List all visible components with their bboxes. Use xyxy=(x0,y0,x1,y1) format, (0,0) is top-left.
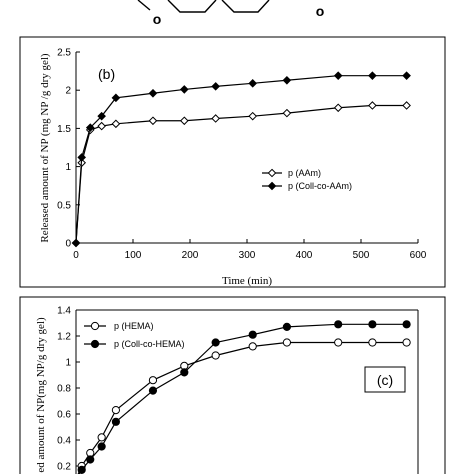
chart-b-ytick-label: 2.5 xyxy=(57,48,71,59)
chart-b-point xyxy=(282,108,292,118)
chart-c-ytick-label: 1 xyxy=(65,358,71,369)
chart-b-point xyxy=(282,75,292,85)
chart-c-ytick-label: 1.2 xyxy=(57,332,71,343)
chart-b-xtick-label: 200 xyxy=(182,250,199,261)
chart-c-point xyxy=(282,322,291,331)
chart-b-xtick-label: 500 xyxy=(353,250,370,261)
structure-bond xyxy=(137,0,151,11)
chart-b-point xyxy=(179,85,189,94)
chart-b-point xyxy=(333,103,343,113)
chart-b-ytick-label: 1.5 xyxy=(57,124,71,135)
chart-b-point xyxy=(71,238,81,248)
chart-b-point xyxy=(211,82,220,91)
chart-c-ytick-label: 1.4 xyxy=(57,306,71,317)
chart-b-xtick-label: 100 xyxy=(125,250,142,261)
chart-c-point xyxy=(148,376,158,385)
chart-c-point xyxy=(86,455,95,464)
chart-c-point xyxy=(402,338,411,347)
chart-b-panel-label: (b) xyxy=(98,66,115,82)
chart-c-series-line-1 xyxy=(77,341,407,474)
chart-c-ytick-label: 0.2 xyxy=(57,462,71,473)
chart-c-frame xyxy=(19,296,446,474)
chart-c: 0.2 0.4 0.6 0.8 1 1.2 1.4 ed amount of NP(mg N… xyxy=(19,296,446,474)
chart-b-xtick-label: 0 xyxy=(73,250,79,261)
chart-c-ytick-label: 0.6 xyxy=(57,410,71,421)
structure-atom-o-1: o xyxy=(153,11,162,27)
chart-c-point xyxy=(111,406,121,415)
chart-c-legend-marker xyxy=(90,321,100,331)
chart-b-point xyxy=(97,111,106,121)
chart-b-xlabel: Time (min) xyxy=(222,275,272,287)
structure-ring-1 xyxy=(167,0,217,13)
chart-b-ytick-label: 0 xyxy=(65,239,71,250)
chart-c-point xyxy=(402,320,411,329)
chart-c-point xyxy=(334,338,343,347)
chart-c-point xyxy=(368,320,377,329)
chart-c-point xyxy=(248,342,257,351)
chart-b-legend-marker xyxy=(267,181,277,191)
chart-b-ytick-label: 0.5 xyxy=(57,200,71,211)
chart-b-frame xyxy=(19,36,446,288)
structure-fragment: o o xyxy=(137,0,325,27)
chart-b-legend-label: p (AAm) xyxy=(288,168,321,178)
chart-c-point xyxy=(368,338,377,347)
chart-b-point xyxy=(248,79,258,88)
chart-b-point xyxy=(333,71,343,80)
chart-c-point xyxy=(97,433,106,442)
chart-c-panel-label-box xyxy=(364,366,406,393)
chart-b-ytick-label: 1 xyxy=(65,162,71,173)
chart-c-point xyxy=(77,465,86,474)
chart-c-point xyxy=(97,442,106,451)
chart-b-point xyxy=(97,121,106,131)
chart-b-series-line-2 xyxy=(75,75,407,244)
chart-c-ylabel: ed amount of NP(mg NP/g dry gel) xyxy=(35,317,47,473)
chart-c-legend-label: p (HEMA) xyxy=(114,321,154,331)
chart-c-point xyxy=(211,351,220,360)
chart-b-point xyxy=(402,71,411,80)
chart-b-xtick-label: 300 xyxy=(239,250,256,261)
chart-c-point xyxy=(211,338,220,347)
chart-c-legend-label: p (Coll-co-HEMA) xyxy=(114,339,185,349)
chart-b-point xyxy=(248,111,258,121)
chart-b-point xyxy=(211,114,220,123)
chart-b-point xyxy=(368,71,377,80)
chart-b-point xyxy=(148,116,158,126)
chart-b-point xyxy=(148,88,158,98)
chart-b: 0 0.5 1 1.5 2 2.5 0 100 200 300 400 500 600 (b) Tim… xyxy=(19,36,446,288)
chart-c-point xyxy=(248,330,257,339)
chart-c-ytick-label: 0.8 xyxy=(57,384,71,395)
chart-c-point xyxy=(334,320,343,329)
chart-b-legend-label: p (Coll-co-AAm) xyxy=(288,181,352,191)
chart-b-ylabel: Released amount of NP (mg NP /g dry gel) xyxy=(39,53,51,243)
chart-b-series-line-1 xyxy=(75,104,407,244)
chart-b-point xyxy=(368,101,377,110)
chart-b-point xyxy=(179,116,189,126)
chart-c-point xyxy=(282,338,291,347)
chart-b-legend-marker xyxy=(267,168,277,178)
chart-b-point xyxy=(85,123,95,132)
chart-c-point xyxy=(111,417,121,426)
chart-c-point xyxy=(148,386,158,395)
chart-b-xtick-label: 600 xyxy=(410,250,427,261)
chart-c-point xyxy=(180,368,189,377)
chart-b-xtick-label: 400 xyxy=(296,250,313,261)
chart-b-point xyxy=(111,119,121,129)
chart-c-legend-marker xyxy=(90,339,100,349)
chart-b-point xyxy=(402,101,411,110)
structure-ring-2 xyxy=(221,0,270,13)
chart-c-ytick-label: 0.4 xyxy=(57,436,71,447)
chart-b-ytick-label: 2 xyxy=(65,86,71,97)
structure-atom-o-2: o xyxy=(316,3,325,19)
chart-b-point xyxy=(77,153,87,162)
chart-c-panel-label: (c) xyxy=(377,372,393,388)
chart-b-point xyxy=(111,93,121,103)
